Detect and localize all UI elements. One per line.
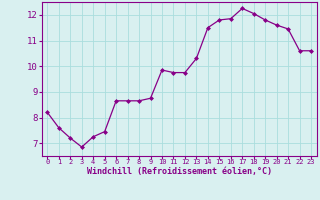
X-axis label: Windchill (Refroidissement éolien,°C): Windchill (Refroidissement éolien,°C) [87, 167, 272, 176]
